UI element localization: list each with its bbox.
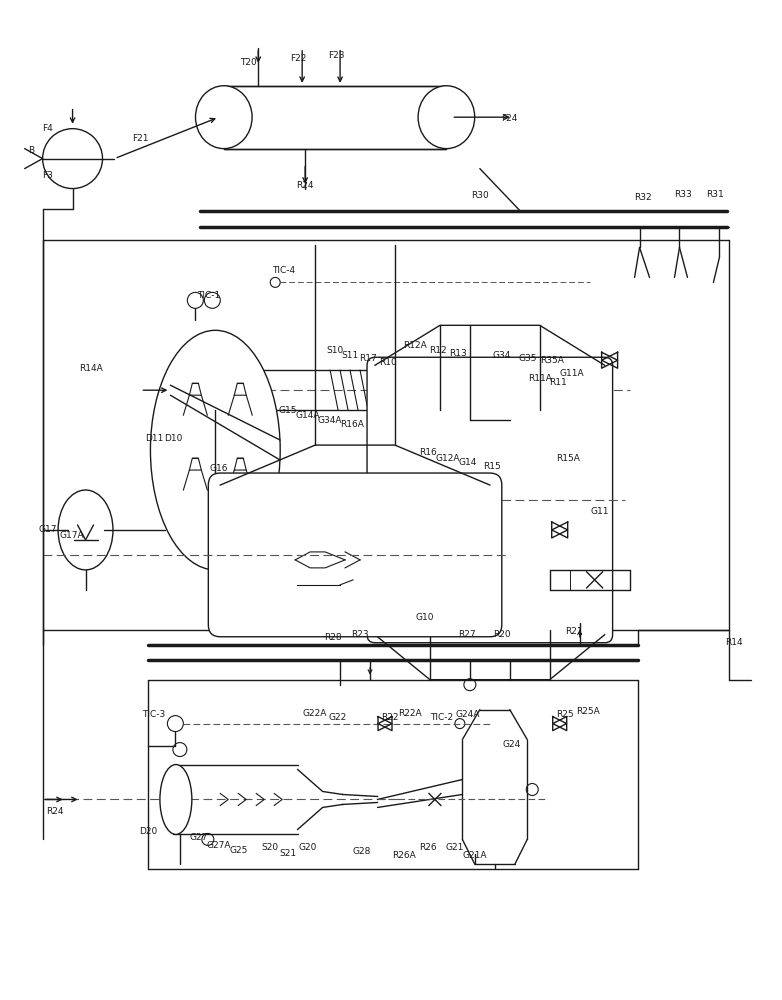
Text: G21: G21: [446, 843, 464, 852]
Text: G27: G27: [189, 833, 207, 842]
Text: D10: D10: [164, 434, 182, 443]
Text: F24: F24: [501, 114, 518, 123]
Text: G17A: G17A: [59, 531, 84, 540]
Ellipse shape: [160, 765, 192, 834]
Text: R11A: R11A: [528, 374, 551, 383]
Text: S10: S10: [326, 346, 344, 355]
Text: R16: R16: [419, 448, 437, 457]
Text: R24: R24: [296, 181, 314, 190]
Text: S11: S11: [342, 351, 359, 360]
Text: R13: R13: [449, 349, 467, 358]
Text: R10: R10: [379, 358, 397, 367]
Text: R17: R17: [359, 354, 377, 363]
Text: R12: R12: [429, 346, 447, 355]
Text: R30: R30: [471, 191, 489, 200]
Text: R27: R27: [458, 630, 475, 639]
Text: G16: G16: [209, 464, 228, 473]
Text: R32: R32: [633, 193, 651, 202]
Text: F3: F3: [42, 171, 53, 180]
Text: R24: R24: [46, 807, 63, 816]
Ellipse shape: [418, 86, 475, 149]
Text: G24: G24: [503, 740, 521, 749]
Text: R15A: R15A: [556, 454, 579, 463]
Text: D11: D11: [145, 434, 163, 443]
Text: G34A: G34A: [317, 416, 343, 425]
Text: TIC-4: TIC-4: [272, 266, 296, 275]
Text: G24A: G24A: [456, 710, 480, 719]
Text: R12A: R12A: [403, 341, 427, 350]
Text: F21: F21: [132, 134, 149, 143]
Text: B: B: [28, 146, 34, 155]
Text: R28: R28: [325, 633, 342, 642]
Text: S20: S20: [262, 843, 278, 852]
Text: G20: G20: [299, 843, 317, 852]
Text: F4: F4: [42, 124, 53, 133]
Text: G34: G34: [493, 351, 511, 360]
FancyBboxPatch shape: [208, 473, 502, 637]
Text: G22A: G22A: [303, 709, 328, 718]
Text: R16A: R16A: [340, 420, 364, 429]
Text: R33: R33: [675, 190, 692, 199]
Text: G27A: G27A: [206, 841, 231, 850]
Text: G17: G17: [38, 525, 57, 534]
Text: R15: R15: [483, 462, 500, 471]
Text: TIC-2: TIC-2: [430, 713, 453, 722]
Text: R20: R20: [493, 630, 511, 639]
Text: G28: G28: [353, 847, 371, 856]
Text: G14A: G14A: [296, 411, 321, 420]
Text: R31: R31: [707, 190, 724, 199]
Text: T20: T20: [240, 58, 256, 67]
Text: R22: R22: [382, 713, 399, 722]
Text: TIC-1: TIC-1: [197, 291, 221, 300]
Text: R25A: R25A: [576, 707, 600, 716]
Text: G10: G10: [416, 613, 434, 622]
Text: G14: G14: [459, 458, 477, 467]
Ellipse shape: [150, 330, 280, 570]
Text: G12A: G12A: [436, 454, 460, 463]
Text: R35A: R35A: [540, 356, 564, 365]
Text: G15: G15: [279, 406, 297, 415]
Ellipse shape: [196, 86, 252, 149]
Text: G11: G11: [590, 507, 609, 516]
Text: G22: G22: [329, 713, 347, 722]
Text: S21: S21: [280, 849, 296, 858]
Ellipse shape: [58, 490, 113, 570]
FancyBboxPatch shape: [224, 86, 447, 149]
Text: G11A: G11A: [559, 369, 584, 378]
Text: D20: D20: [139, 827, 157, 836]
Text: R14: R14: [726, 638, 743, 647]
Text: F22: F22: [290, 54, 307, 63]
FancyBboxPatch shape: [367, 357, 612, 643]
Text: G21A: G21A: [463, 851, 487, 860]
Text: R26: R26: [419, 843, 436, 852]
Text: R26A: R26A: [392, 851, 416, 860]
Text: TIC-3: TIC-3: [142, 710, 166, 719]
Text: R25: R25: [556, 710, 573, 719]
Text: G35: G35: [518, 354, 537, 363]
Text: R21: R21: [565, 627, 583, 636]
Text: R11: R11: [549, 378, 567, 387]
Text: R22A: R22A: [398, 709, 421, 718]
Text: R23: R23: [351, 630, 369, 639]
Text: F23: F23: [328, 51, 344, 60]
Text: R14A: R14A: [79, 364, 102, 373]
Text: G25: G25: [229, 846, 247, 855]
